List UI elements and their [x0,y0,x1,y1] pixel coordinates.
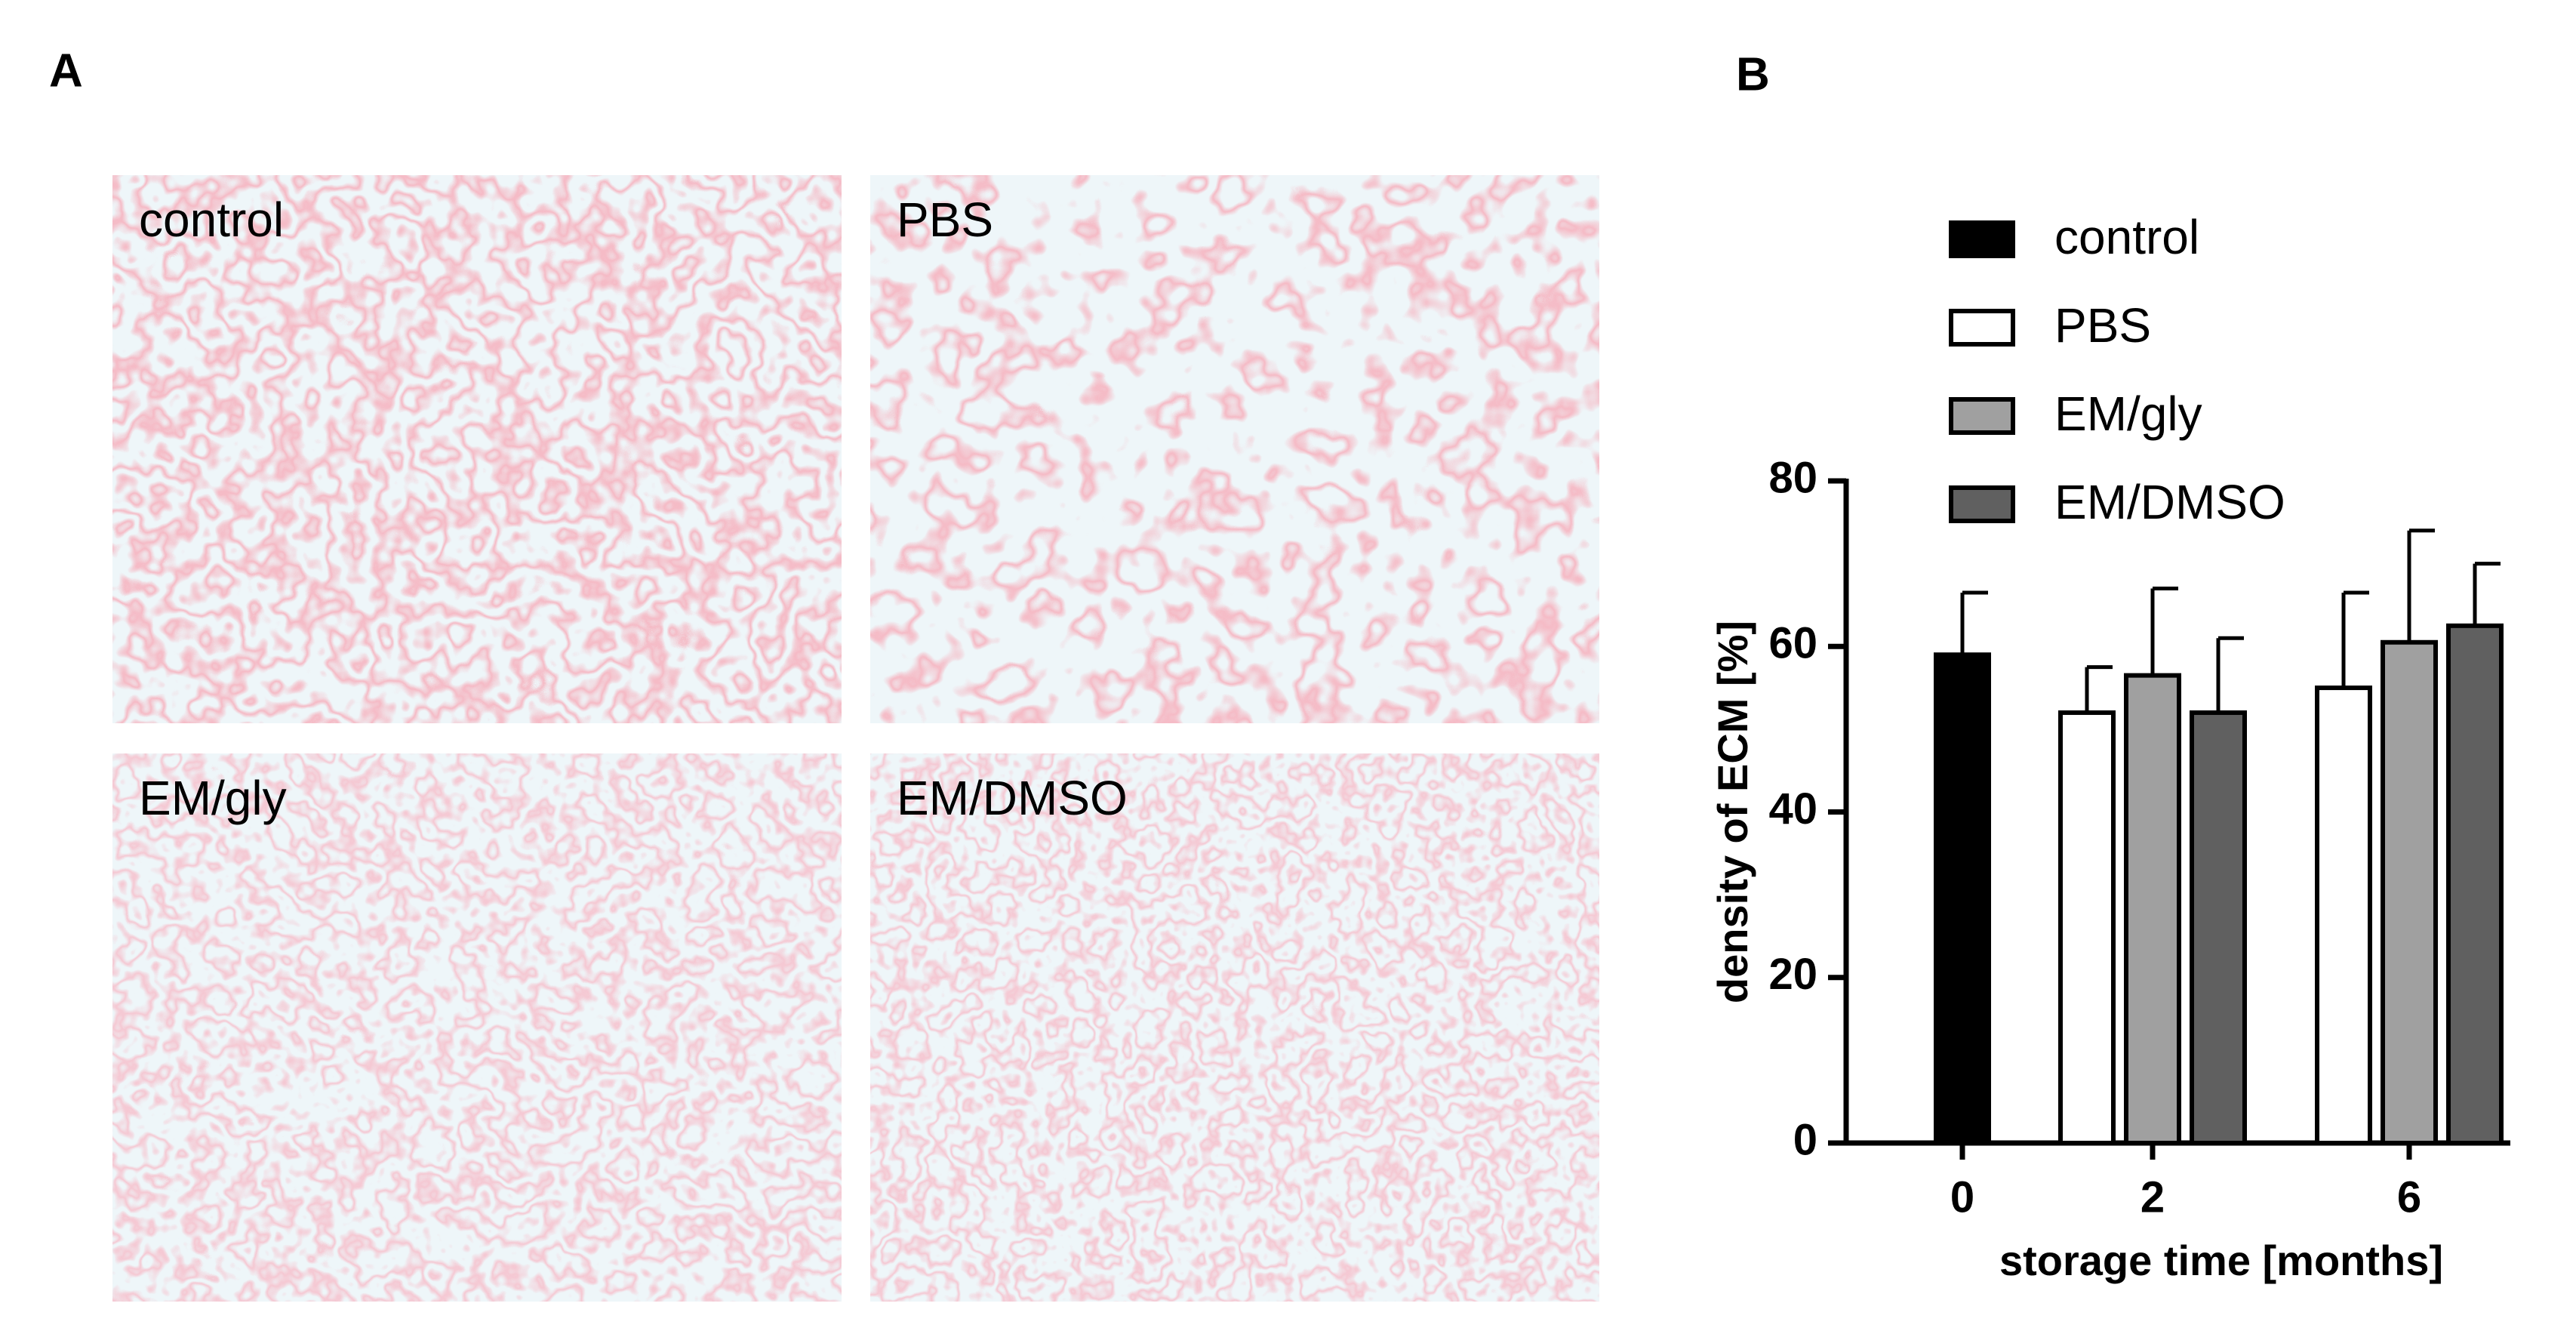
micrograph-label: EM/DMSO [897,771,1128,825]
legend-swatch [1949,309,2015,347]
micrograph-fibers [112,175,842,723]
y-tick-label: 20 [1768,950,1817,999]
bar [2058,710,2116,1145]
legend-label: control [2054,210,2199,264]
micrograph-fibers [870,175,1599,723]
micrograph-label: control [139,193,284,247]
micrograph-fibers [870,753,1599,1302]
x-tick-label: 0 [1950,1172,1974,1222]
bar [2124,673,2181,1145]
bar [1934,652,1991,1145]
bar [2446,623,2504,1145]
bar [2190,710,2247,1145]
y-tick-label: 80 [1768,453,1817,502]
legend-label: EM/DMSO [2054,475,2285,529]
x-tick-label: 2 [2141,1172,2165,1222]
y-tick-label: 60 [1768,619,1817,668]
y-tick-label: 0 [1793,1115,1817,1164]
micrograph-fibers [112,753,842,1302]
panel-label: A [49,45,83,97]
legend-swatch [1949,220,2015,258]
micrographs: control PBS EM/gly EM/DMSO [112,175,1599,1302]
legend-label: EM/gly [2054,387,2202,441]
bar [2381,639,2438,1145]
legend-swatch [1949,397,2015,435]
legend-swatch [1949,485,2015,523]
bar [2315,686,2372,1145]
panel-label: B [1736,48,1770,100]
micrograph-label: PBS [897,193,993,247]
y-axis-label: density of ECM [%] [1709,621,1756,1003]
x-tick-label: 6 [2397,1172,2421,1222]
y-tick-label: 40 [1768,784,1817,833]
x-axis-label: storage time [months] [1999,1237,2443,1284]
legend-label: PBS [2054,298,2151,353]
micrograph-label: EM/gly [139,771,287,825]
